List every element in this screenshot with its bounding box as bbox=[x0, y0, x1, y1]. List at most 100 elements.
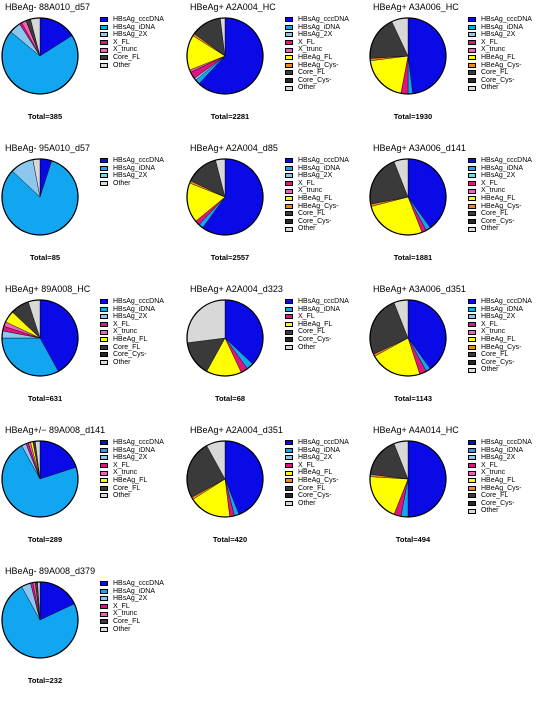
legend-item: HBsAg_cccDNA bbox=[468, 16, 532, 24]
legend-label: HBsAg_2X bbox=[113, 31, 148, 39]
legend-label: HBeAg_FL bbox=[481, 476, 516, 484]
legend-label: HBsAg_2X bbox=[113, 454, 148, 462]
legend-item: HBsAg_iDNA bbox=[468, 165, 532, 173]
legend-label: Core_Cys- bbox=[481, 499, 515, 507]
legend-item: X_trunc bbox=[100, 46, 164, 54]
legend-label: HBsAg_2X bbox=[298, 172, 333, 180]
legend-item: Other bbox=[285, 225, 349, 233]
legend-label: X_trunc bbox=[113, 610, 138, 618]
legend-label: X_FL bbox=[481, 320, 498, 328]
legend-item: HBeAg_FL bbox=[100, 336, 164, 344]
legend-item: HBsAg_cccDNA bbox=[468, 157, 532, 165]
legend-item: HBsAg_cccDNA bbox=[100, 16, 164, 24]
legend-label: HBsAg_iDNA bbox=[481, 305, 524, 313]
legend-item: Core_FL bbox=[285, 328, 349, 336]
pie-chart-panel: HBeAg+/− 89A008_d141 HBsAg_cccDNA HBsAg_iD… bbox=[0, 425, 180, 575]
legend-item: X_FL bbox=[285, 313, 349, 321]
chart-title: HBeAg+ A4A014_HC bbox=[373, 425, 459, 435]
pie-chart-panel: HBeAg- 89A008_d379 HBsAg_cccDNA HBsAg_iDNA… bbox=[0, 566, 180, 716]
legend-label: HBsAg_iDNA bbox=[298, 164, 341, 172]
legend-item: X_FL bbox=[468, 321, 532, 329]
legend-swatch bbox=[100, 17, 108, 23]
total-label: Total=1930 bbox=[393, 112, 433, 121]
legend-label: HBeAg_FL bbox=[481, 53, 516, 61]
legend-item: Other bbox=[100, 62, 164, 70]
legend-label: HBeAg_FL bbox=[298, 194, 333, 202]
legend-item: HBsAg_iDNA bbox=[285, 306, 349, 314]
legend-item: HBeAg_FL bbox=[100, 477, 164, 485]
chart-legend: HBsAg_cccDNA HBsAg_iDNA HBsAg_2X X_FL X_trun… bbox=[100, 298, 164, 366]
legend-label: Other bbox=[113, 179, 131, 187]
legend-item: Other bbox=[100, 492, 164, 500]
legend-swatch bbox=[285, 329, 293, 335]
pie-chart bbox=[369, 158, 447, 236]
legend-swatch bbox=[285, 447, 293, 453]
total-label: Total=420 bbox=[212, 535, 248, 544]
legend-label: HBsAg_2X bbox=[481, 454, 516, 462]
legend-swatch bbox=[285, 85, 293, 91]
legend-label: HBeAg_FL bbox=[298, 53, 333, 61]
chart-title: HBeAg+ A3A006_d141 bbox=[373, 143, 466, 153]
legend-item: Core_Cys- bbox=[100, 351, 164, 359]
legend-label: HBsAg_cccDNA bbox=[113, 439, 164, 446]
legend-label: HBsAg_iDNA bbox=[113, 305, 156, 313]
pie-outline bbox=[186, 440, 264, 518]
legend-label: HBsAg_cccDNA bbox=[113, 298, 164, 305]
legend-swatch bbox=[285, 314, 293, 320]
legend-swatch bbox=[100, 24, 108, 30]
legend-item: Other bbox=[100, 359, 164, 367]
total-label: Total=2557 bbox=[210, 253, 250, 262]
legend-swatch bbox=[100, 62, 108, 68]
total-label: Total=494 bbox=[395, 535, 431, 544]
chart-legend: HBsAg_cccDNA HBsAg_iDNA HBsAg_2X X_FL X_trun… bbox=[285, 157, 349, 233]
legend-item: Core_FL bbox=[100, 344, 164, 352]
pie-outline bbox=[186, 17, 264, 95]
legend-swatch bbox=[468, 158, 476, 164]
legend-label: Core_Cys- bbox=[298, 76, 332, 84]
legend-swatch bbox=[285, 299, 293, 305]
legend-swatch bbox=[468, 485, 476, 491]
legend-swatch bbox=[468, 493, 476, 499]
legend-item: HBsAg_2X bbox=[285, 454, 349, 462]
legend-item: Core_FL bbox=[468, 492, 532, 500]
legend-label: HBsAg_2X bbox=[481, 31, 516, 39]
legend-swatch bbox=[285, 493, 293, 499]
legend-item: X_FL bbox=[468, 180, 532, 188]
chart-title: HBeAg+ A2A004_d323 bbox=[190, 284, 283, 294]
legend-item: Core_FL bbox=[285, 69, 349, 77]
legend-swatch bbox=[285, 203, 293, 209]
chart-legend: HBsAg_cccDNA HBsAg_iDNA HBsAg_2X X_FL HBeAg_… bbox=[285, 439, 349, 507]
total-label: Total=232 bbox=[27, 676, 63, 685]
legend-item: HBeAg_Cys- bbox=[468, 62, 532, 70]
legend-label: HBsAg_cccDNA bbox=[481, 16, 532, 23]
chart-title: HBeAg- 95A010_d57 bbox=[5, 143, 91, 153]
legend-swatch bbox=[285, 70, 293, 76]
legend-item: Core_FL bbox=[100, 485, 164, 493]
legend-swatch bbox=[100, 173, 108, 179]
legend-swatch bbox=[100, 493, 108, 499]
legend-swatch bbox=[285, 440, 293, 446]
pie-outline bbox=[369, 17, 447, 95]
legend-label: Core_FL bbox=[113, 343, 141, 351]
legend-label: X_FL bbox=[113, 461, 130, 469]
legend-item: X_trunc bbox=[468, 328, 532, 336]
legend-label: X_FL bbox=[113, 38, 130, 46]
legend-label: Other bbox=[113, 358, 131, 366]
legend-swatch bbox=[468, 455, 476, 461]
legend-label: X_FL bbox=[481, 38, 498, 46]
legend-swatch bbox=[285, 78, 293, 84]
legend-swatch bbox=[468, 508, 476, 514]
legend-swatch bbox=[100, 165, 108, 171]
legend-label: HBsAg_cccDNA bbox=[481, 157, 532, 164]
legend-label: HBsAg_cccDNA bbox=[298, 298, 349, 305]
legend-label: HBsAg_2X bbox=[298, 31, 333, 39]
legend-label: HBsAg_iDNA bbox=[298, 23, 341, 31]
legend-swatch bbox=[468, 181, 476, 187]
pie-outline bbox=[1, 158, 79, 236]
legend-swatch bbox=[285, 158, 293, 164]
legend-swatch bbox=[285, 62, 293, 68]
legend-swatch bbox=[100, 440, 108, 446]
legend-swatch bbox=[285, 188, 293, 194]
legend-label: HBsAg_2X bbox=[481, 313, 516, 321]
legend-label: X_trunc bbox=[481, 469, 506, 477]
